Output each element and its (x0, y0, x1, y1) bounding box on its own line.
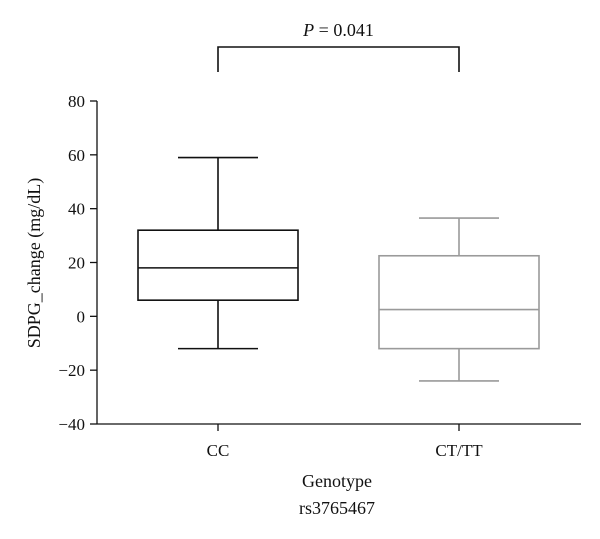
y-tick-label: 40 (68, 200, 85, 219)
y-tick-label: −20 (58, 361, 85, 380)
significance-bracket (217, 46, 460, 72)
x-axis: CC CT/TT (97, 423, 581, 460)
iqr-box (378, 254, 540, 350)
significance-annotation: P = 0.041 (217, 20, 460, 72)
x-tick-label: CC (207, 441, 230, 460)
box-cc (137, 156, 299, 350)
y-axis-title: SDPG_change (mg/dL) (24, 178, 45, 348)
iqr-box (137, 229, 299, 301)
y-tick-label: −40 (58, 415, 85, 434)
x-axis-title: Genotype (302, 471, 372, 491)
y-axis: −40 −20 0 20 40 60 80 (58, 92, 98, 434)
p-value-text: = 0.041 (314, 20, 374, 40)
x-tick-label: CT/TT (435, 441, 483, 460)
p-value-label: P = 0.041 (302, 20, 374, 40)
y-tick-label: 0 (77, 307, 86, 326)
y-tick-label: 60 (68, 146, 85, 165)
p-symbol: P (302, 20, 314, 40)
box-series (137, 156, 540, 382)
y-tick-label: 20 (68, 254, 85, 273)
y-tick-label: 80 (68, 92, 85, 111)
box-ct-tt (378, 217, 540, 382)
x-axis-subtitle: rs3765467 (299, 498, 375, 518)
